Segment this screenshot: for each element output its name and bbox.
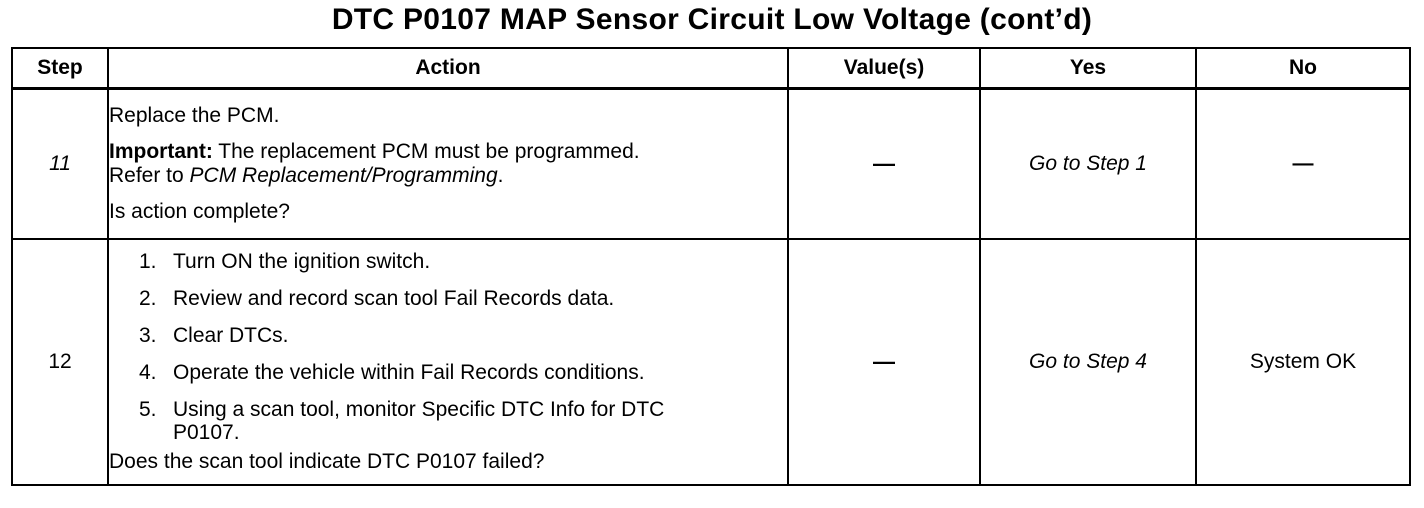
- action-question: Does the scan tool indicate DTC P0107 fa…: [109, 450, 545, 473]
- procedure-step: 2. Review and record scan tool Fail Recor…: [139, 287, 787, 310]
- step-index: 4.: [139, 361, 157, 384]
- yes-cell: Go to Step 4: [979, 238, 1197, 486]
- no-cell: System OK: [1195, 238, 1411, 486]
- header-value: Value(s): [787, 47, 981, 90]
- action-question: Is action complete?: [109, 200, 290, 223]
- step-text: Using a scan tool, monitor Specific DTC …: [173, 398, 665, 444]
- value-cell: —: [787, 238, 981, 486]
- value-dash: —: [873, 349, 895, 374]
- procedure-step: 1. Turn ON the ignition switch.: [139, 250, 787, 273]
- important-label: Important:: [109, 140, 213, 163]
- no-cell: —: [1195, 87, 1411, 240]
- step-index: 5.: [139, 398, 157, 421]
- step-text: Review and record scan tool Fail Records…: [173, 287, 615, 310]
- step-index: 3.: [139, 324, 157, 347]
- table-row: 12 1. Turn ON the ignition switch. 2. Revi…: [11, 238, 1411, 486]
- step-index: 1.: [139, 250, 157, 273]
- action-line: Replace the PCM.: [109, 104, 280, 127]
- procedure-step: 5. Using a scan tool, monitor Specific DT…: [139, 398, 787, 444]
- procedure-step: 4. Operate the vehicle within Fail Record…: [139, 361, 787, 384]
- procedure-steps: 1. Turn ON the ignition switch. 2. Review …: [109, 250, 787, 444]
- procedure-reference-link[interactable]: PCM Replacement/Programming: [189, 164, 498, 187]
- important-note: Important: The replacement PCM must be p…: [109, 140, 787, 188]
- header-step: Step: [11, 47, 109, 90]
- yes-goto-link[interactable]: Go to Step 1: [1029, 152, 1147, 175]
- refer-text: Refer to: [109, 164, 190, 187]
- yes-goto-link[interactable]: Go to Step 4: [1029, 350, 1147, 373]
- step-text: Clear DTCs.: [173, 324, 289, 347]
- action-cell: 1. Turn ON the ignition switch. 2. Review …: [107, 238, 789, 486]
- table-row: 11 Replace the PCM. Important: The repla…: [11, 87, 1411, 240]
- header-no: No: [1195, 47, 1411, 90]
- table-header-row: Step Action Value(s) Yes No: [11, 47, 1411, 90]
- diagnostic-table: Step Action Value(s) Yes No 11 Replace t…: [11, 47, 1411, 486]
- step-text: Turn ON the ignition switch.: [173, 250, 431, 273]
- header-yes: Yes: [979, 47, 1197, 90]
- procedure-step: 3. Clear DTCs.: [139, 324, 787, 347]
- value-dash: —: [873, 151, 895, 176]
- step-number: 12: [11, 238, 109, 486]
- step-number: 11: [11, 87, 109, 240]
- page-title: DTC P0107 MAP Sensor Circuit Low Voltage…: [331, 3, 1093, 36]
- value-cell: —: [787, 87, 981, 240]
- action-cell: Replace the PCM. Important: The replacem…: [107, 87, 789, 240]
- step-index: 2.: [139, 287, 157, 310]
- yes-cell: Go to Step 1: [979, 87, 1197, 240]
- step-text: Operate the vehicle within Fail Records …: [173, 361, 645, 384]
- no-result: System OK: [1249, 350, 1357, 373]
- refer-end: .: [497, 164, 504, 187]
- header-action: Action: [107, 47, 789, 90]
- no-dash: —: [1292, 152, 1314, 175]
- important-text: The replacement PCM must be programmed.: [212, 140, 640, 163]
